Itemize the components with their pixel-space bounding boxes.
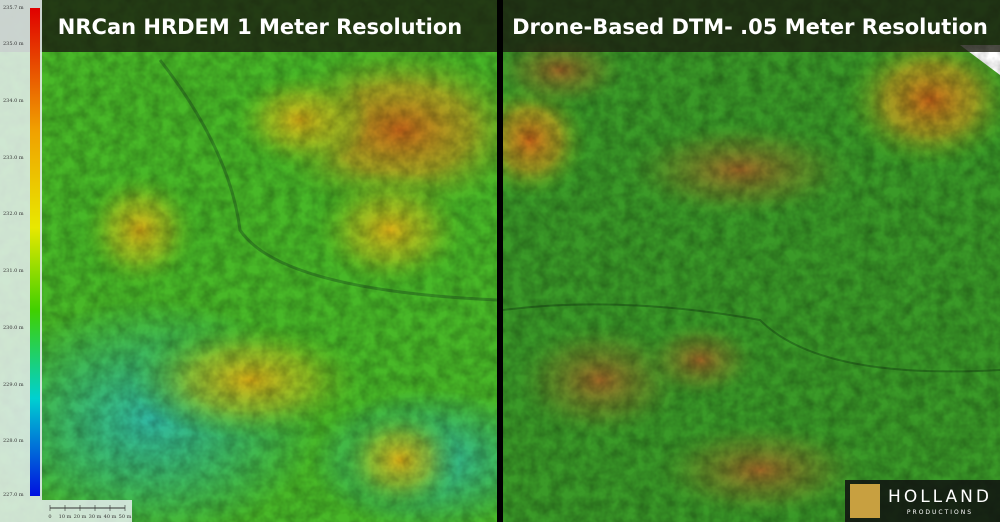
title-bar (0, 0, 497, 52)
logo-name: HOLLAND (888, 487, 992, 507)
legend-label: 234.0 m (3, 98, 24, 104)
scale-label: 20 m (74, 514, 87, 520)
legend-label: 235.0 m (3, 41, 24, 47)
legend-label: 228.0 m (3, 438, 24, 444)
scale-background (42, 500, 132, 522)
scale-label: 30 m (89, 514, 102, 520)
legend-label: 233.0 m (3, 155, 24, 161)
scale-label: 50 m (119, 514, 132, 520)
left-terrain (0, 0, 497, 522)
right-terrain (503, 0, 1000, 522)
logo: HOLLAND PRODUCTIONS (845, 480, 1000, 522)
scale-label: 0 (48, 514, 51, 520)
logo-mark (850, 484, 880, 518)
legend-label: 232.0 m (3, 211, 24, 217)
legend-label: 230.0 m (3, 325, 24, 331)
legend-color-bar (30, 8, 40, 496)
scale-label: 10 m (59, 514, 72, 520)
elevation-legend: 235.7 m 235.0 m 234.0 m 233.0 m 232.0 m 231.0… (0, 0, 42, 522)
title-bar (503, 0, 1000, 52)
logo-tagline: PRODUCTIONS (907, 509, 973, 516)
panel-title: Drone-Based DTM- .05 Meter Resolution (512, 15, 988, 39)
panel-title: NRCan HRDEM 1 Meter Resolution (58, 15, 462, 39)
legend-label: 229.0 m (3, 382, 24, 388)
divider (497, 0, 503, 522)
legend-label: 235.7 m (3, 5, 24, 11)
scale-bar: 0 10 m 20 m 30 m 40 m 50 m (42, 500, 132, 522)
scale-label: 40 m (104, 514, 117, 520)
legend-label: 227.0 m (3, 492, 24, 498)
legend-label: 231.0 m (3, 268, 24, 274)
